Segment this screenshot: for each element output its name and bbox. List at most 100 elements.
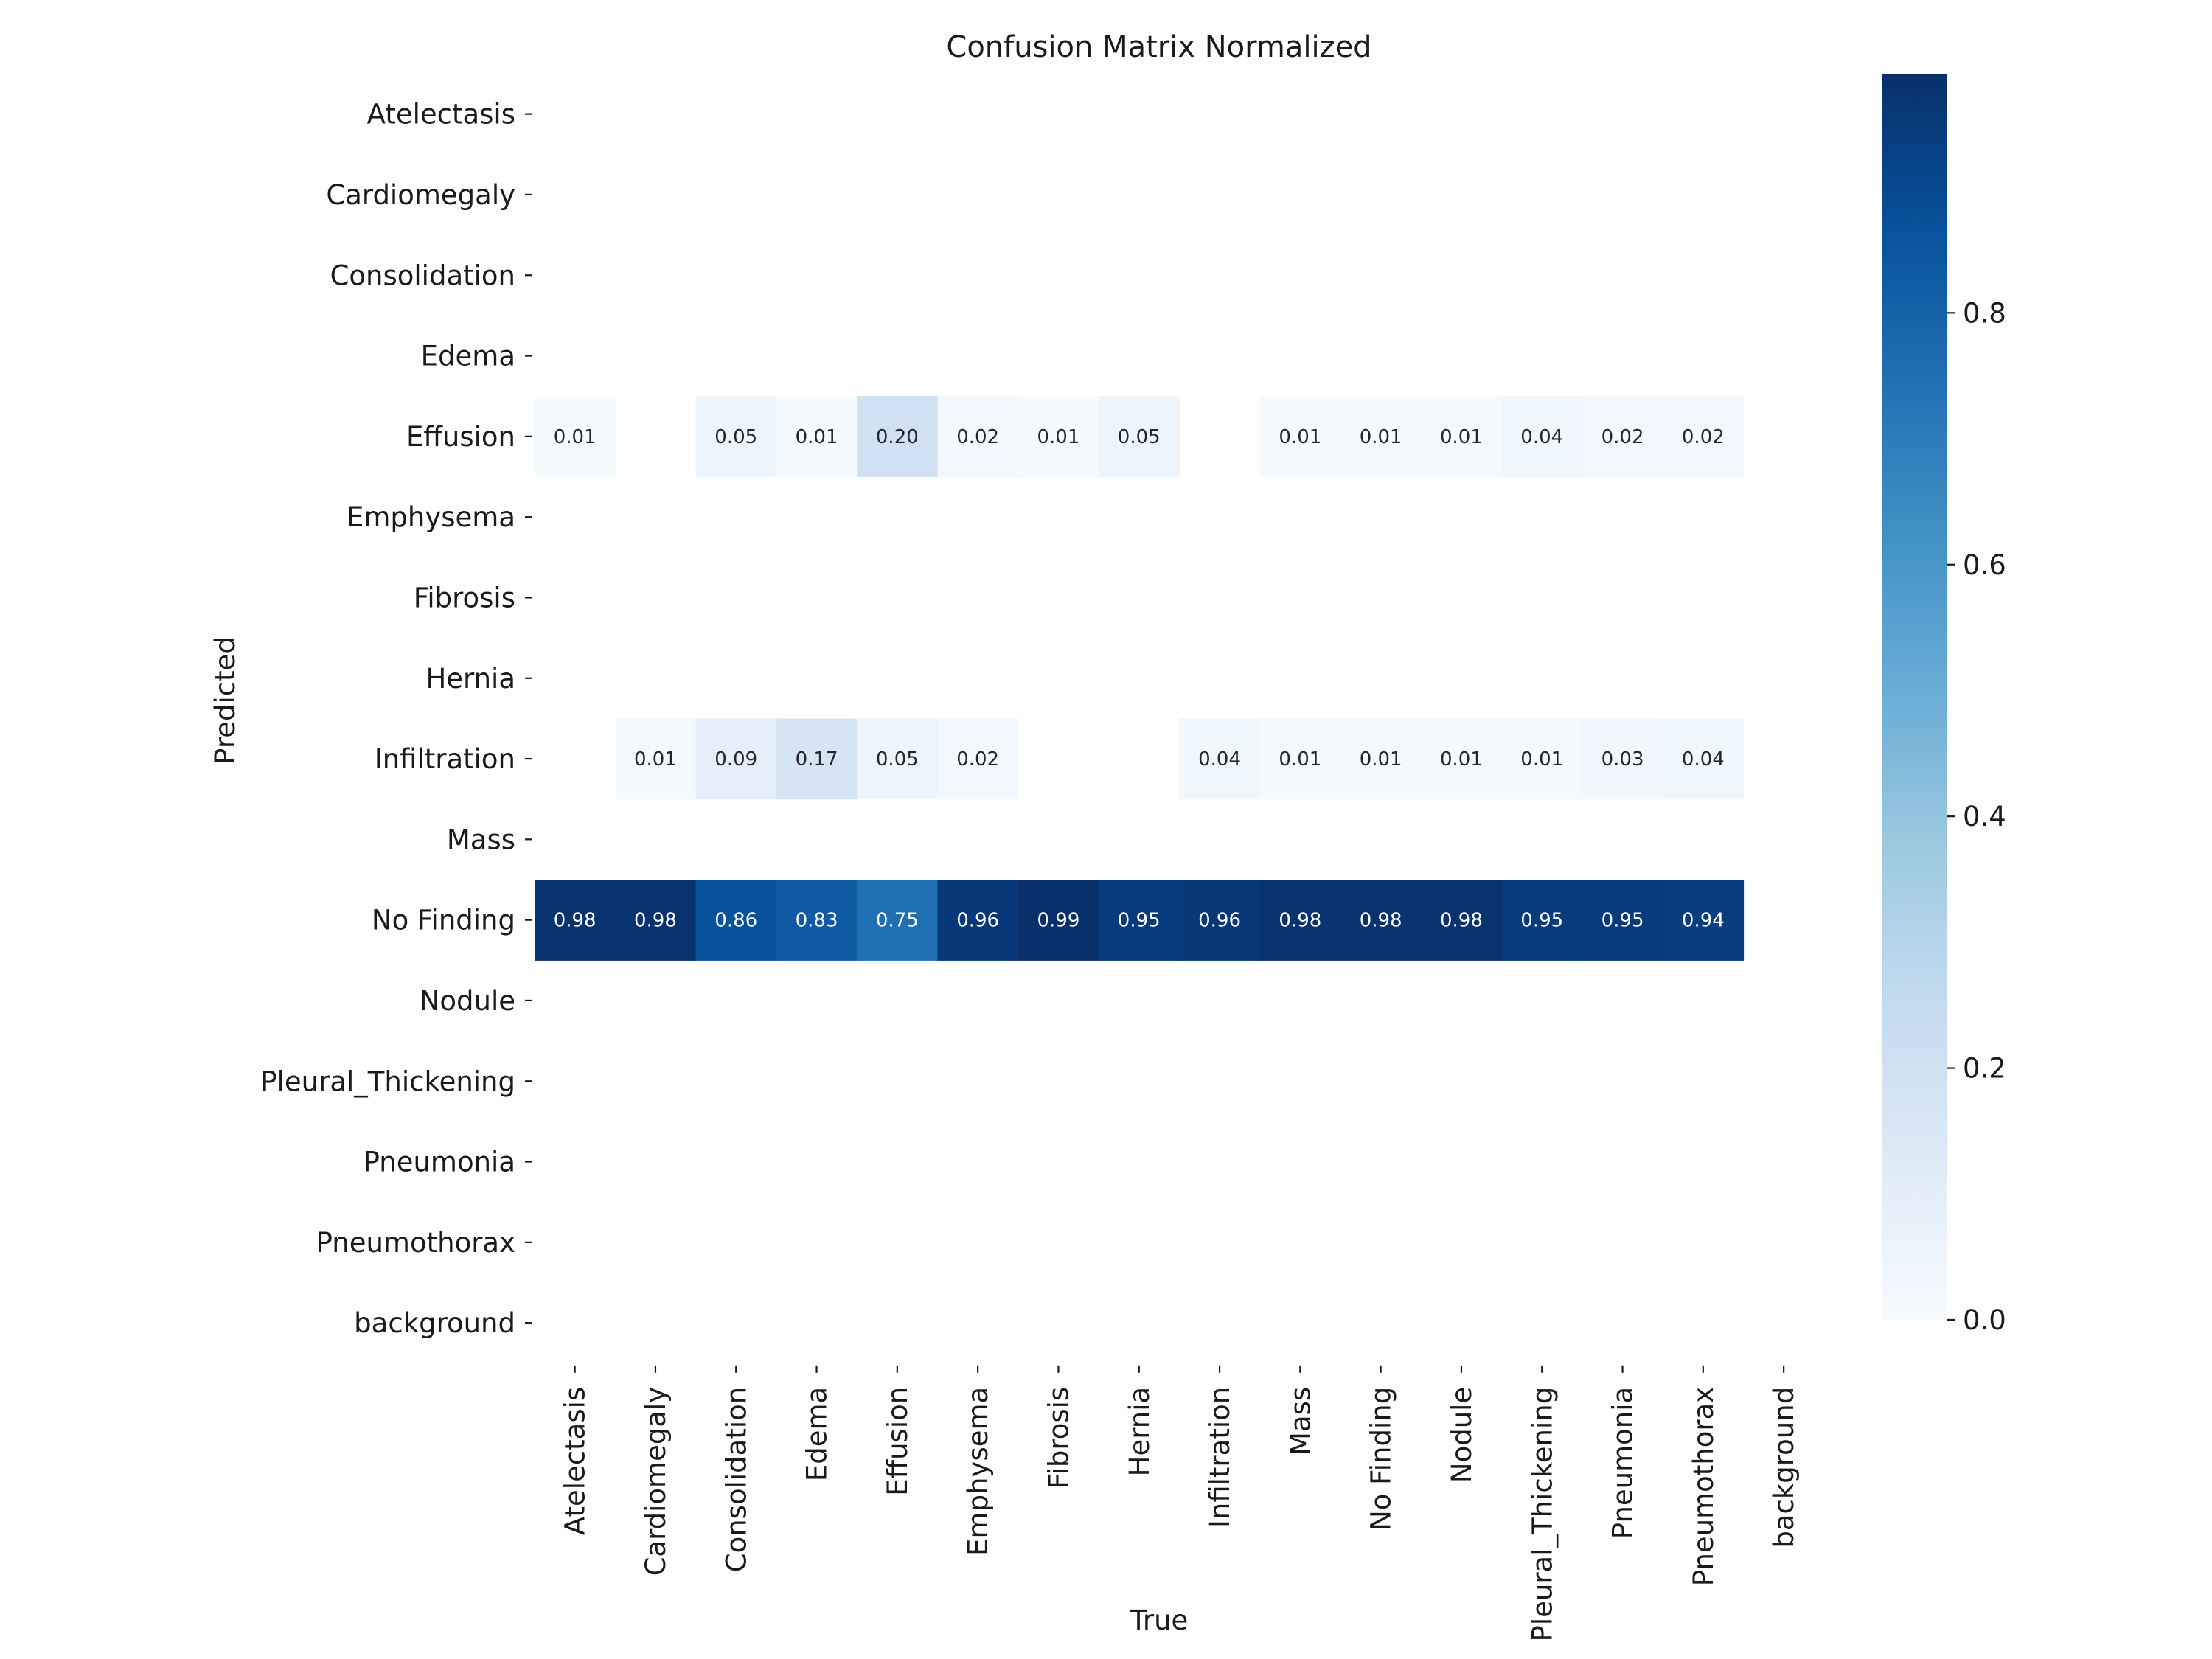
y-tick-label: Pneumothorax <box>316 1227 515 1259</box>
heatmap-cell <box>1018 396 1099 478</box>
cell-value-label: 0.02 <box>956 426 999 448</box>
y-tick-label: Nodule <box>420 985 515 1017</box>
colorbar-tick-label: 0.8 <box>1963 297 2006 329</box>
colorbar <box>1882 74 1947 1320</box>
cell-value-label: 0.02 <box>956 748 999 771</box>
heatmap-cell <box>1421 718 1503 800</box>
x-tick-label: Cardiomegaly <box>640 1387 672 1576</box>
heatmap-cells <box>535 396 1745 961</box>
cell-value-label: 0.01 <box>1440 748 1483 771</box>
heatmap-cell <box>1340 718 1422 800</box>
x-tick-label: Hernia <box>1124 1387 1155 1477</box>
cell-value-label: 0.02 <box>1601 426 1644 448</box>
heatmap-cell <box>937 396 1019 478</box>
cell-value-label: 0.01 <box>634 748 677 771</box>
cell-value-label: 0.01 <box>554 426 597 448</box>
y-tick-label: No Finding <box>372 905 515 936</box>
heatmap-cell <box>937 718 1019 800</box>
cell-value-label: 0.17 <box>796 748 838 771</box>
cell-value-label: 0.95 <box>1520 910 1563 932</box>
y-tick-label: Emphysema <box>347 501 515 533</box>
colorbar-tick-label: 0.4 <box>1963 801 2006 832</box>
heatmap-cell <box>1421 880 1503 961</box>
y-tick-label: Infiltration <box>375 743 515 775</box>
heatmap-cell <box>1582 880 1663 961</box>
cell-value-label: 0.94 <box>1682 910 1725 932</box>
cell-value-label: 0.05 <box>876 748 919 771</box>
cell-value-label: 0.99 <box>1037 910 1080 932</box>
cell-value-label: 0.01 <box>1279 426 1321 448</box>
y-tick-label: Pneumonia <box>364 1147 515 1178</box>
heatmap-cell <box>695 718 777 800</box>
y-tick-label: background <box>354 1307 515 1339</box>
cell-value-label: 0.98 <box>1279 910 1321 932</box>
y-axis-ticks: Atelectasis Cardiomegaly Consolidation Edem… <box>260 99 532 1339</box>
y-tick-label: Mass <box>447 824 515 855</box>
heatmap-cell <box>1582 718 1663 800</box>
x-tick-label: Atelectasis <box>560 1387 591 1535</box>
heatmap-cell <box>535 396 616 478</box>
cell-value-label: 0.01 <box>1279 748 1321 771</box>
y-tick-label: Cardiomegaly <box>326 179 515 211</box>
y-axis-label: Predicted <box>209 636 241 765</box>
heatmap-cell <box>1501 880 1583 961</box>
x-tick-label: Pneumonia <box>1607 1387 1639 1539</box>
cell-value-label: 0.86 <box>714 910 757 932</box>
cell-value-label: 0.98 <box>1360 910 1402 932</box>
cell-value-label: 0.03 <box>1601 748 1644 771</box>
heatmap-cell <box>1582 396 1663 478</box>
colorbar-tick-label: 0.2 <box>1963 1053 2006 1085</box>
heatmap-cell <box>1099 880 1180 961</box>
heatmap-cell <box>1179 880 1261 961</box>
cell-value-label: 0.01 <box>1037 426 1080 448</box>
y-tick-label: Atelectasis <box>367 99 515 131</box>
heatmap-cell <box>535 880 616 961</box>
cell-value-label: 0.04 <box>1520 426 1563 448</box>
heatmap-cell <box>1259 718 1341 800</box>
heatmap-cell-labels: 0.01 0.05 0.01 0.20 0.02 0.01 0.05 0.01 0.01 0.01… <box>554 426 1725 932</box>
cell-value-label: 0.95 <box>1601 910 1644 932</box>
cell-value-label: 0.05 <box>1118 426 1161 448</box>
heatmap-cell <box>695 880 777 961</box>
x-tick-label: Consolidation <box>720 1387 752 1572</box>
y-tick-label: Hernia <box>425 663 515 695</box>
heatmap-cell <box>1018 880 1099 961</box>
cell-value-label: 0.96 <box>956 910 999 932</box>
heatmap-cell <box>857 396 939 478</box>
cell-value-label: 0.04 <box>1198 748 1241 771</box>
cell-value-label: 0.83 <box>796 910 838 932</box>
x-tick-label: Pleural_Thickening <box>1526 1387 1558 1642</box>
heatmap-cell <box>1501 396 1583 478</box>
x-tick-label: Mass <box>1284 1387 1316 1455</box>
heatmap-cell <box>695 396 777 478</box>
heatmap-cell <box>1259 396 1341 478</box>
cell-value-label: 0.02 <box>1682 426 1725 448</box>
cell-value-label: 0.75 <box>876 910 919 932</box>
colorbar-tick-label: 0.6 <box>1963 549 2006 581</box>
y-tick-label: Fibrosis <box>414 582 515 613</box>
x-tick-label: Edema <box>801 1387 833 1481</box>
cell-value-label: 0.98 <box>634 910 677 932</box>
y-tick-label: Edema <box>421 341 515 372</box>
heatmap-cell <box>1663 718 1745 800</box>
cell-value-label: 0.09 <box>714 748 757 771</box>
colorbar-tick-label: 0.0 <box>1963 1304 2006 1336</box>
y-tick-label: Effusion <box>406 421 515 453</box>
colorbar-ticks: 0.0 0.2 0.4 0.6 0.8 <box>1947 297 2006 1336</box>
cell-value-label: 0.01 <box>1360 426 1402 448</box>
y-tick-label: Consolidation <box>330 260 515 291</box>
cell-value-label: 0.01 <box>1360 748 1402 771</box>
cell-value-label: 0.01 <box>1440 426 1483 448</box>
heatmap-cell <box>937 880 1019 961</box>
heatmap-cell <box>776 880 858 961</box>
cell-value-label: 0.05 <box>714 426 757 448</box>
heatmap-cell <box>1099 396 1180 478</box>
x-axis-label: True <box>1130 1604 1189 1636</box>
heatmap-cell <box>776 718 858 800</box>
x-tick-label: background <box>1768 1387 1800 1548</box>
heatmap-cell <box>1340 880 1422 961</box>
y-tick-label: Pleural_Thickening <box>260 1065 515 1097</box>
x-tick-label: No Finding <box>1366 1387 1397 1531</box>
heatmap-cell <box>857 718 939 800</box>
